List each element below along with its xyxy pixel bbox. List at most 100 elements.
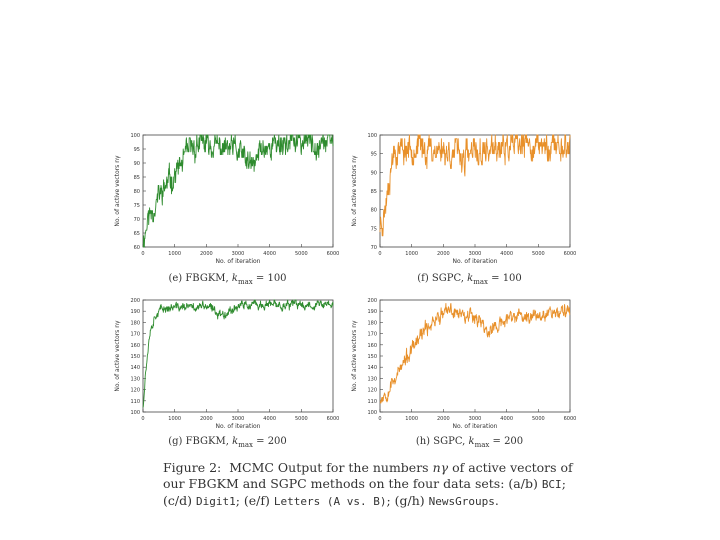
figure-label: Figure 2: [163,460,222,475]
x-tick-label: 2000 [200,251,213,257]
caption-f-k: k [467,273,474,284]
y-tick-label: 65 [134,231,140,237]
caption-h-eq: = 200 [489,436,524,447]
caption-f-eq: = 100 [487,273,522,284]
x-tick-label: 2000 [437,251,450,257]
x-tick-label: 1000 [168,416,181,422]
dataset-digit1: Digit1 [195,495,236,508]
caption-sep-3: ; (g/h) [386,493,429,508]
x-tick-label: 5000 [532,416,545,422]
y-tick-label: 90 [134,161,140,167]
x-tick-label: 1000 [168,251,181,257]
caption-h-text: (h) SGPC, [415,436,469,447]
x-tick-label: 3000 [469,251,482,257]
x-tick-label: 0 [141,416,144,422]
y-tick-label: 190 [367,309,377,315]
x-tick-label: 4000 [500,416,513,422]
y-tick-label: 80 [134,189,140,195]
y-tick-label: 95 [371,152,377,158]
y-tick-label: 90 [371,170,377,176]
y-tick-label: 60 [134,245,140,251]
plot-frame [142,299,334,413]
x-tick-label: 4000 [263,251,276,257]
y-tick-label: 100 [367,410,377,416]
caption-e-sub: max [237,278,253,286]
y-tick-label: 200 [367,298,377,304]
y-axis-label: No. of active vectors nγ [114,320,121,392]
panel-f: 70 75 80 85 90 95 100 0 1000 2000 3000 4000 5000 6000… [342,125,587,270]
y-tick-label: 80 [371,208,377,214]
x-tick-label: 5000 [295,251,308,257]
caption-h: (h) SGPC, kmax = 200 [377,436,562,449]
x-tick-label: 3000 [469,416,482,422]
x-tick-label: 0 [378,416,381,422]
caption-e-eq: = 100 [252,273,287,284]
y-tick-label: 160 [130,343,140,349]
caption-g-k: k [232,436,239,447]
y-tick-label: 75 [134,203,140,209]
y-tick-label: 190 [130,309,140,315]
x-tick-label: 6000 [564,251,577,257]
x-tick-label: 6000 [327,251,340,257]
y-tick-label: 140 [130,365,140,371]
x-axis-label: No. of iteration [453,258,498,265]
y-tick-label: 75 [371,226,377,232]
y-tick-label: 160 [367,343,377,349]
caption-e-k: k [231,273,238,284]
x-tick-label: 6000 [564,416,577,422]
caption-g-eq: = 200 [252,436,287,447]
dataset-bci: BCI [541,478,562,491]
caption-symbol: nγ [432,460,449,475]
caption-f: (f) SGPC, kmax = 100 [377,273,562,286]
series-line [379,134,571,237]
y-tick-label: 170 [130,332,140,338]
x-tick-label: 1000 [405,416,418,422]
y-tick-label: 150 [367,354,377,360]
dataset-letters: Letters (A vs. B) [273,495,387,508]
caption-f-text: (f) SGPC, [417,273,468,284]
y-tick-label: 120 [367,388,377,394]
caption-g-sub: max [238,441,253,449]
caption-h-sub: max [474,441,490,449]
panel-h: 100 110 120 130 140 150 160 170 180 190 200 0 1000 20… [342,290,587,435]
caption-sep-2: ; (e/f) [235,493,274,508]
y-tick-label: 100 [367,133,377,139]
series-line [379,302,571,404]
x-tick-label: 2000 [437,416,450,422]
y-tick-label: 100 [130,410,140,416]
y-tick-label: 140 [367,365,377,371]
x-tick-label: 6000 [327,416,340,422]
x-tick-label: 5000 [532,251,545,257]
caption-end: . [494,493,499,508]
y-tick-label: 200 [130,298,140,304]
x-tick-label: 3000 [232,251,245,257]
caption-g-text: (g) FBGKM, [168,436,233,447]
caption-g: (g) FBGKM, kmax = 200 [135,436,320,449]
caption-start: MCMC Output for the numbers [229,460,433,475]
y-axis-label: No. of active vectors nγ [351,320,358,392]
caption-f-sub: max [473,278,488,286]
series-line [142,299,334,408]
y-tick-label: 130 [367,376,377,382]
y-tick-label: 85 [134,175,140,181]
x-tick-label: 0 [378,251,381,257]
panel-e: 60 65 70 75 80 85 90 95 100 0 1000 2000 3000 4000 5000… [105,125,350,270]
panel-g: 100 110 120 130 140 150 160 170 180 190 200 0 1000 20… [105,290,350,435]
y-tick-label: 85 [371,189,377,195]
y-tick-label: 110 [367,399,377,405]
y-tick-label: 170 [367,332,377,338]
y-tick-label: 110 [130,399,140,405]
y-axis-label: No. of active vectors nγ [351,155,358,227]
y-tick-label: 180 [367,320,377,326]
x-axis-label: No. of iteration [216,258,261,265]
y-tick-label: 150 [130,354,140,360]
x-tick-label: 3000 [232,416,245,422]
y-tick-label: 95 [134,147,140,153]
caption-e-text: (e) FBGKM, [168,273,232,284]
x-tick-label: 5000 [295,416,308,422]
x-tick-label: 0 [141,251,144,257]
